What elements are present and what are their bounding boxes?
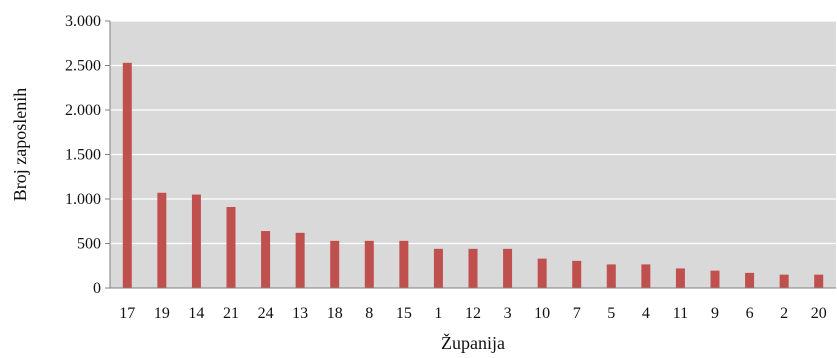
bar-zupanija-1 <box>433 248 443 288</box>
y-tick-label: 3.000 <box>65 13 101 30</box>
bar-zupanija-18 <box>330 240 340 288</box>
bar-zupanija-8 <box>364 240 374 288</box>
y-tick-label: 2.500 <box>65 58 101 75</box>
y-tick-label: 0 <box>93 280 101 297</box>
x-tick-label: 15 <box>396 305 412 322</box>
x-tick-label: 17 <box>119 305 135 322</box>
x-tick-label: 3 <box>504 305 512 322</box>
bar-zupanija-11 <box>675 268 685 288</box>
bar-zupanija-9 <box>710 270 720 288</box>
bar-zupanija-13 <box>295 232 305 288</box>
x-tick-label: 2 <box>780 305 788 322</box>
bar-zupanija-4 <box>641 264 651 288</box>
x-tick-label: 19 <box>154 305 170 322</box>
y-tick-label: 1.500 <box>65 147 101 164</box>
bars <box>122 62 824 288</box>
x-tick-label: 9 <box>711 305 719 322</box>
x-tick-label: 8 <box>365 305 373 322</box>
y-axis-ticks: 0 500 1.000 1.500 2.000 2.500 3.000 <box>65 13 110 297</box>
bar-zupanija-2 <box>779 274 789 288</box>
x-tick-label: 12 <box>465 305 481 322</box>
x-tick-label: 4 <box>642 305 650 322</box>
x-tick-label: 21 <box>223 305 239 322</box>
x-tick-label: 1 <box>434 305 442 322</box>
x-tick-label: 20 <box>811 305 827 322</box>
x-tick-label: 13 <box>292 305 308 322</box>
y-tick-label: 500 <box>77 236 101 253</box>
bar-zupanija-17 <box>122 62 132 288</box>
bar-zupanija-19 <box>157 192 167 288</box>
x-tick-label: 6 <box>746 305 754 322</box>
bar-zupanija-5 <box>606 264 616 288</box>
x-tick-label: 11 <box>673 305 688 322</box>
x-tick-label: 7 <box>573 305 581 322</box>
bar-zupanija-21 <box>226 207 236 288</box>
x-axis-ticks: 17 19 14 21 24 13 18 8 15 1 12 3 10 7 5 4 11 9 6 2 20 <box>119 305 826 322</box>
bar-zupanija-24 <box>261 231 271 288</box>
bar-zupanija-3 <box>503 248 513 288</box>
x-tick-label: 18 <box>327 305 343 322</box>
x-axis-title: Županija <box>441 332 505 353</box>
bar-zupanija-15 <box>399 240 409 288</box>
x-tick-label: 5 <box>607 305 615 322</box>
bar-zupanija-12 <box>468 248 478 288</box>
x-tick-label: 14 <box>188 305 204 322</box>
y-tick-label: 1.000 <box>65 191 101 208</box>
y-tick-label: 2.000 <box>65 102 101 119</box>
x-tick-label: 10 <box>534 305 550 322</box>
bar-zupanija-6 <box>745 272 755 288</box>
bar-zupanija-10 <box>537 258 547 288</box>
bar-zupanija-7 <box>572 260 582 288</box>
bar-zupanija-14 <box>191 194 201 288</box>
y-axis-title: Broj zaposlenih <box>10 88 30 201</box>
x-tick-label: 24 <box>258 305 274 322</box>
bar-zupanija-20 <box>814 274 824 288</box>
